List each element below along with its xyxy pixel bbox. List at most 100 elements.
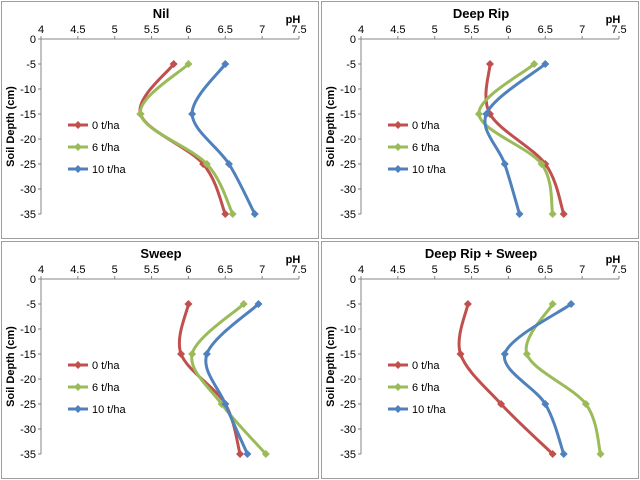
data-point [236,450,245,458]
x-tick-label: 7 [579,24,585,36]
legend-label: 0 t/ha [92,360,120,372]
legend-marker [394,361,402,369]
data-point [169,60,178,68]
x-tick-label: 5 [432,24,438,36]
y-tick-label: 0 [30,274,36,286]
series-line [204,302,260,455]
data-point [202,350,211,358]
y-tick-label: -15 [20,349,36,361]
series-line [139,62,235,215]
data-point [559,210,568,218]
x-tick-label: 6.5 [218,24,233,36]
series-line [483,62,547,215]
data-point [239,300,248,308]
y-tick-label: -15 [340,109,356,121]
data-point [463,300,472,308]
legend-label: 0 t/ha [412,360,440,372]
legend-label: 6 t/ha [412,142,440,154]
y-tick-label: -20 [20,134,36,146]
data-point [497,400,506,408]
chart-svg: Deep Rip 4 4.5 5 5.5 6 6.5 7 7.5pH 0 -5 -10 -15 -20 -2… [325,6,627,221]
x-tick-label: 6.5 [538,24,553,36]
x-tick-label: 4 [38,24,44,36]
x-tick-label: 5.5 [144,264,159,276]
y-tick-label: -20 [340,374,356,386]
y-axis-label: Soil Depth (cm) [325,86,337,167]
y-tick-label: -10 [20,324,36,336]
legend-marker [394,121,402,129]
chart-svg: Deep Rip + Sweep 4 4.5 5 5.5 6 6.5 7 7.5pH 0 -5 -10… [325,246,627,461]
chart-title: Nil [153,6,170,21]
x-axis-label: pH [286,254,301,266]
y-tick-label: -30 [20,424,36,436]
x-tick-label: 7 [579,264,585,276]
x-tick-label: 4 [38,264,44,276]
x-tick-label: 5 [432,264,438,276]
series-line [190,302,267,455]
y-axis-label: Soil Depth (cm) [5,86,17,167]
legend-label: 10 t/ha [92,164,127,176]
x-tick-label: 6 [505,24,511,36]
y-tick-label: -10 [340,324,356,336]
y-tick-label: -5 [26,59,36,71]
x-tick-label: 4 [358,264,364,276]
chart-title: Deep Rip [453,6,509,21]
data-point [474,110,483,118]
y-tick-label: 0 [350,34,356,46]
data-point [136,110,145,118]
y-tick-label: -5 [346,59,356,71]
legend-label: 6 t/ha [92,142,120,154]
data-point [500,160,509,168]
y-tick-label: -10 [20,84,36,96]
data-point [188,350,197,358]
data-point [482,110,491,118]
chart-title: Deep Rip + Sweep [425,246,537,261]
data-point [228,210,237,218]
y-tick-label: -35 [20,209,36,221]
data-point [202,160,211,168]
legend-marker [394,383,402,391]
legend-marker [394,405,402,413]
x-tick-label: 7.5 [291,24,306,36]
x-tick-label: 4 [358,24,364,36]
data-point [184,300,193,308]
data-point [548,210,557,218]
y-tick-label: -35 [20,449,36,461]
data-point [250,210,259,218]
x-tick-label: 4.5 [70,264,85,276]
data-point [515,210,524,218]
y-tick-label: -25 [20,159,36,171]
y-tick-label: -25 [20,399,36,411]
x-tick-label: 5.5 [144,24,159,36]
data-point [541,60,550,68]
y-tick-label: -5 [26,299,36,311]
series-line [190,63,257,215]
data-point [530,60,539,68]
x-tick-label: 5 [112,264,118,276]
y-tick-label: -35 [340,209,356,221]
data-point [254,300,263,308]
x-tick-label: 7 [259,24,265,36]
data-point [522,350,531,358]
x-tick-label: 7 [259,264,265,276]
legend-label: 0 t/ha [412,120,440,132]
data-point [486,60,494,68]
legend-marker [394,165,402,173]
data-point [221,210,230,218]
legend-marker [74,165,82,173]
series-line [138,63,227,215]
x-tick-label: 4.5 [70,24,85,36]
chart-panel: Deep Rip 4 4.5 5 5.5 6 6.5 7 7.5 pH 0 -5 -10 -15 -20 -2… [321,1,639,239]
y-tick-label: -20 [340,134,356,146]
y-tick-label: 0 [350,274,356,286]
x-tick-label: 6 [185,264,191,276]
y-tick-label: -15 [340,349,356,361]
y-tick-label: -25 [340,399,356,411]
legend-label: 10 t/ha [92,404,127,416]
legend-label: 10 t/ha [412,404,447,416]
y-tick-label: -10 [340,84,356,96]
legend-label: 6 t/ha [92,382,120,394]
chart-svg: Nil 4 4.5 5 5.5 6 6.5 7 7.5pH 0 -5 -10 -15 -20 -25 -30 -… [5,6,307,221]
chart-svg: Sweep 4 4.5 5 5.5 6 6.5 7 7.5pH 0 -5 -10 -15 -20 -25 -3… [5,246,307,461]
x-axis-label: pH [286,14,301,26]
